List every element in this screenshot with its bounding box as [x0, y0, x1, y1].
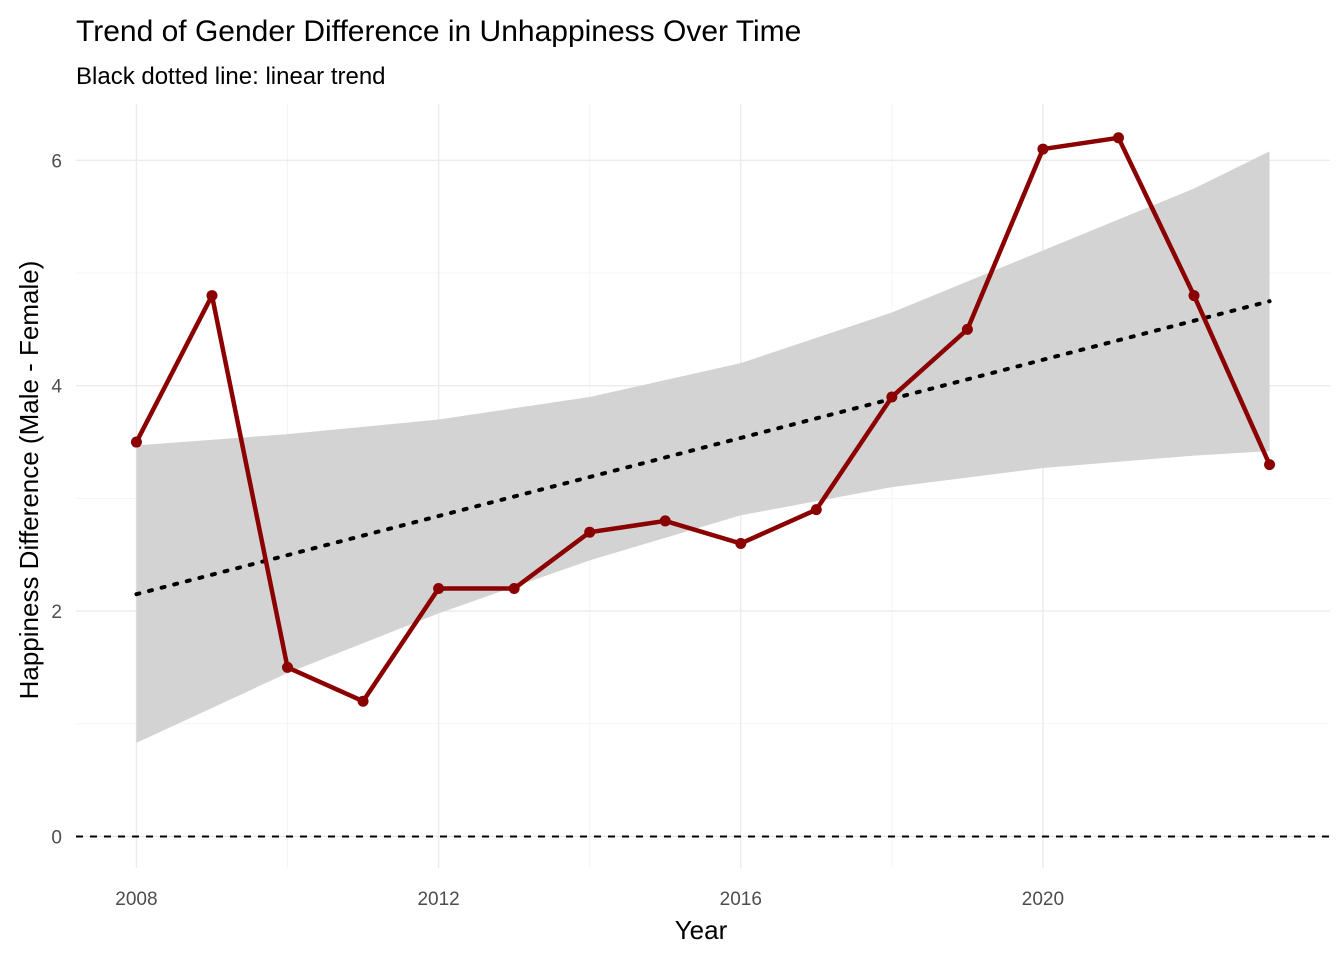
data-point [1037, 143, 1049, 155]
y-tick-labels: 0 2 4 6 [51, 151, 62, 848]
chart-subtitle: Black dotted line: linear trend [76, 63, 386, 90]
data-point [1112, 132, 1124, 144]
data-point [584, 526, 596, 538]
x-tick-label: 2016 [720, 889, 762, 910]
data-point [357, 695, 369, 707]
data-point [433, 583, 445, 595]
series-group [130, 132, 1276, 707]
trend-line-group [134, 299, 1272, 597]
data-point [130, 436, 142, 448]
y-tick-label: 2 [51, 602, 62, 623]
x-tick-label: 2008 [115, 889, 157, 910]
chart-title: Trend of Gender Difference in Unhappines… [76, 15, 801, 48]
data-point [206, 290, 218, 302]
data-point [659, 515, 671, 527]
x-tick-label: 2020 [1022, 889, 1064, 910]
series-line [134, 135, 1272, 704]
data-point [1264, 459, 1276, 471]
trend-line [134, 299, 1272, 597]
x-tick-label: 2012 [417, 889, 459, 910]
data-point [886, 391, 898, 403]
x-tick-labels: 2008 2012 2016 2020 [115, 889, 1064, 910]
data-point [508, 583, 520, 595]
data-point [282, 661, 294, 673]
y-axis-title: Happiness Difference (Male - Female) [14, 261, 44, 700]
data-point [735, 537, 747, 549]
data-point [1188, 290, 1200, 302]
y-tick-label: 4 [51, 377, 62, 398]
data-point [810, 504, 822, 516]
data-point [961, 323, 973, 335]
y-tick-label: 0 [51, 827, 62, 848]
x-axis-title: Year [675, 915, 728, 945]
y-tick-label: 6 [51, 151, 62, 172]
